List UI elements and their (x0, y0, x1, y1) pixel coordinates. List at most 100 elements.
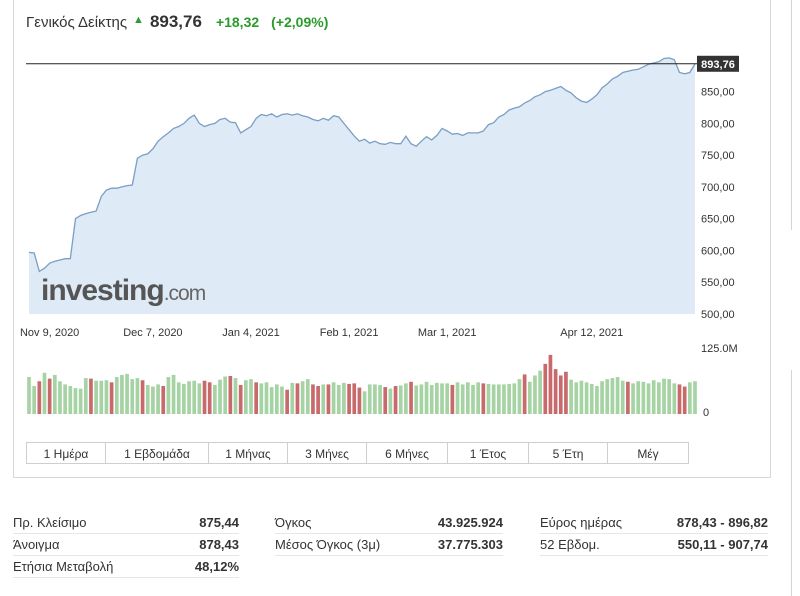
y-tick-label: 850,00 (701, 87, 735, 99)
volume-bar-up (486, 383, 491, 414)
volume-bar-down (228, 375, 233, 414)
time-range-selector: 1 Ημέρα 1 Εβδομάδα 1 Μήνας 3 Μήνες 6 Μήνες 1 … (26, 442, 689, 464)
volume-bar-up (672, 383, 677, 414)
volume-bar-up (280, 386, 284, 414)
volume-bar-up (125, 373, 129, 414)
right-panel-edge (791, 0, 800, 230)
price-chart[interactable]: investing.com 893,76 500,00 550,00 600,00 650… (0, 0, 800, 440)
volume-bar-up (491, 384, 496, 414)
volume-bar-up (176, 382, 181, 414)
volume-bar-up (419, 384, 424, 414)
volume-bar-up (620, 380, 625, 414)
volume-bar-up (243, 380, 248, 414)
range-button[interactable]: 6 Μήνες (366, 442, 448, 464)
y-tick-label: 800,00 (701, 118, 735, 130)
volume-bar-down (207, 382, 212, 414)
volume-bar-down (326, 384, 331, 414)
volume-bar-up (63, 384, 67, 414)
volume-bar-down (161, 386, 166, 414)
volume-bar-up (398, 385, 403, 414)
volume-bar-up (605, 379, 610, 414)
volume-bar-down (626, 381, 630, 414)
volume-bar-up (331, 382, 336, 414)
price-area (29, 57, 695, 315)
y-tick-label: 750,00 (701, 150, 735, 162)
volume-bar-up (455, 382, 460, 414)
volume-bar-up (636, 381, 641, 414)
volume-bar-up (249, 379, 253, 414)
volume-bar-down (109, 382, 114, 414)
volume-bar-up (465, 382, 470, 414)
volume-bar-up (135, 378, 140, 414)
volume-bar-down (347, 383, 351, 414)
volume-bar-up (73, 388, 78, 414)
volume-bar-up (388, 388, 393, 414)
volume-bar-down (311, 384, 315, 414)
index-price: 893,76 (149, 12, 202, 31)
x-tick-label: Apr 12, 2021 (560, 327, 623, 339)
volume-bar-down (409, 381, 413, 414)
x-tick-label: Jan 4, 2021 (222, 327, 280, 339)
y-tick-label: 650,00 (701, 214, 735, 226)
volume-bar-down (522, 374, 527, 414)
range-button[interactable]: 1 Ημέρα (26, 442, 106, 464)
volume-bar-down (89, 378, 93, 414)
stat-row: Ετήσια Μεταβολή 48,12% (13, 556, 239, 578)
stat-label: Άνοιγμα (13, 537, 60, 552)
volume-bar-up (589, 383, 594, 414)
volume-bar-down (285, 389, 289, 414)
volume-bar-up (300, 381, 305, 414)
volume-bar-up (259, 383, 264, 414)
range-button[interactable]: 5 Έτη (528, 442, 608, 464)
volume-bar-up (657, 382, 661, 414)
volume-bar-up (218, 379, 222, 414)
range-button[interactable]: 1 Μήνας (208, 442, 288, 464)
price-change: +18,32 (215, 14, 260, 30)
volume-bar-down (357, 387, 362, 414)
stat-label: Πρ. Κλείσιμο (13, 515, 87, 530)
volume-bar-up (641, 381, 646, 414)
volume-bar-up (662, 378, 666, 414)
volume-bar-up (693, 381, 697, 414)
watermark-logo: investing.com (41, 274, 206, 307)
index-name: Γενικός Δείκτης (26, 14, 128, 31)
volume-bar-up (414, 385, 419, 414)
stat-label: Ετήσια Μεταβολή (13, 559, 114, 574)
volume-bar-up (99, 380, 104, 414)
volume-bar-down (295, 383, 300, 414)
x-tick-label: Feb 1, 2021 (320, 327, 379, 339)
volume-bar-up (538, 370, 542, 414)
y-tick-label: 500,00 (701, 309, 735, 321)
y-tick-label: 550,00 (701, 277, 735, 289)
volume-bar-up (171, 374, 176, 414)
volume-bar-up (651, 380, 656, 414)
volume-bar-down (677, 384, 682, 414)
range-button[interactable]: 1 Έτος (447, 442, 529, 464)
volume-bar-up (460, 384, 465, 414)
volume-bar-up (527, 381, 532, 414)
range-button[interactable]: 3 Μήνες (287, 442, 367, 464)
volume-bar-down (450, 384, 455, 414)
volume-bar-up (290, 382, 295, 414)
stat-label: 52 Εβδομ. (540, 537, 600, 552)
x-tick-label: Mar 1, 2021 (418, 327, 477, 339)
volume-bar-down (564, 371, 568, 414)
volume-bar-up (114, 377, 119, 414)
range-button[interactable]: 1 Εβδομάδα (105, 442, 209, 464)
volume-bar-up (367, 384, 372, 414)
volume-bar-up (595, 386, 599, 414)
volume-bar-up (584, 382, 589, 414)
volume-bar-up (32, 386, 37, 414)
volume-bar-up (94, 380, 98, 414)
volume-bar-up (223, 376, 228, 414)
range-button[interactable]: Μέγ (607, 442, 689, 464)
right-panel-edge-lower (791, 370, 800, 596)
stat-row: Μέσος Όγκος (3μ) 37.775.303 (275, 534, 503, 556)
quote-header: Γενικός Δείκτης ▲ 893,76 +18,32 (+2,09%) (26, 12, 328, 34)
volume-bar-down (682, 386, 687, 414)
volume-bar-up (631, 383, 635, 414)
volume-bar-down (543, 363, 548, 414)
volume-bar-up (130, 379, 135, 414)
volume-bar-up (274, 384, 279, 414)
volume-bar-up (342, 382, 346, 414)
